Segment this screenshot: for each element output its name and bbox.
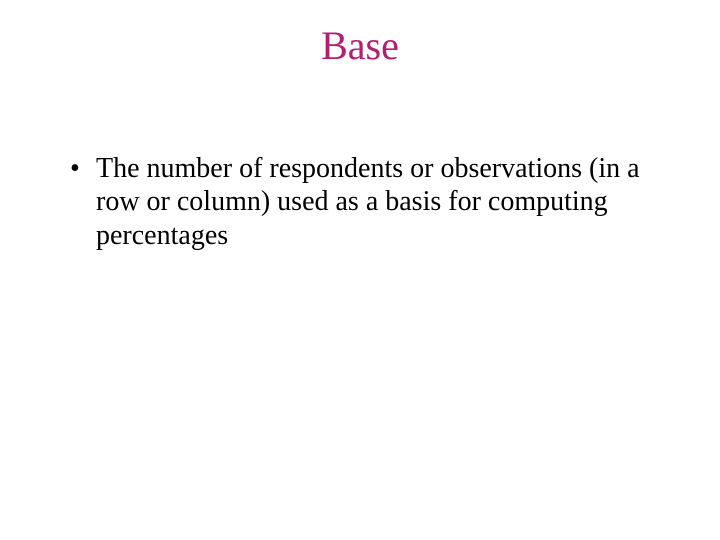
- bullet-list: The number of respondents or observation…: [66, 152, 666, 252]
- list-item: The number of respondents or observation…: [66, 152, 666, 252]
- slide: Base The number of respondents or observ…: [0, 0, 720, 540]
- slide-title: Base: [0, 22, 720, 69]
- slide-body: The number of respondents or observation…: [66, 152, 666, 252]
